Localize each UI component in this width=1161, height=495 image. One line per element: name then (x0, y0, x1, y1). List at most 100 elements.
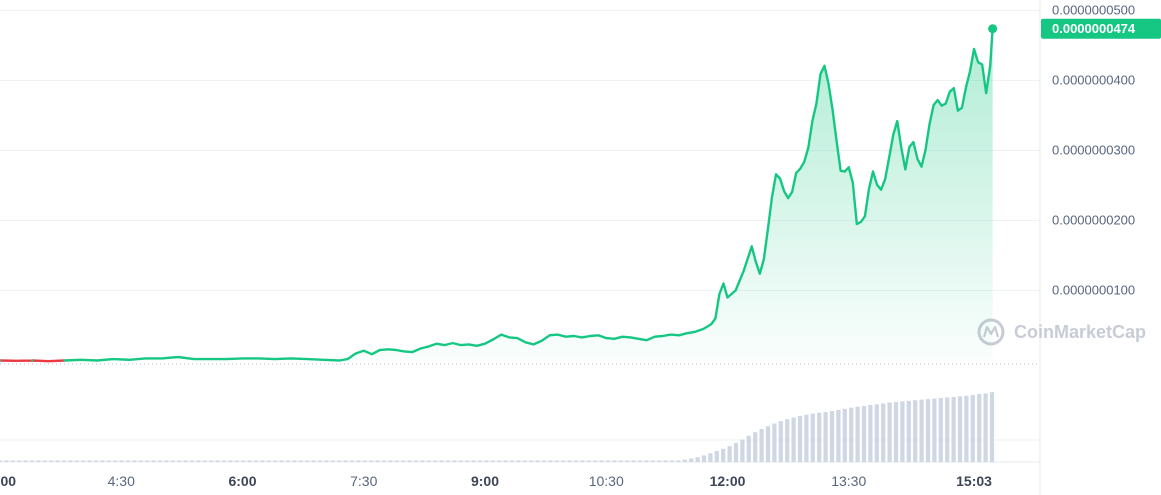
volume-bar (61, 460, 67, 462)
volume-bar (721, 448, 726, 462)
price-line-above-baseline (0, 27, 994, 362)
volume-bar (23, 460, 28, 462)
volume-bar (138, 460, 143, 462)
volume-bar (324, 460, 329, 462)
x-tick-label-8: 15:03 (956, 473, 992, 489)
volume-bar (951, 396, 956, 462)
coinmarketcap-watermark: CoinMarketCap (977, 318, 1146, 346)
volume-bar (893, 401, 899, 462)
volume-bar (810, 413, 815, 462)
volume-bar (983, 393, 988, 462)
volume-bar (74, 460, 79, 462)
volume-bar (439, 460, 444, 462)
volume-bar (855, 406, 860, 462)
volume-bar (407, 460, 412, 462)
volume-bar (298, 460, 303, 462)
volume-bar (247, 460, 252, 462)
volume-bar (586, 460, 591, 462)
volume-bar (497, 460, 502, 462)
volume-bar (452, 460, 457, 462)
volume-bar (637, 460, 643, 462)
volume-bar (305, 460, 310, 462)
volume-bar (330, 460, 335, 462)
volume-bar (4, 460, 9, 462)
volume-bar (273, 460, 278, 462)
volume-bar (791, 417, 796, 462)
volume-bar (797, 415, 803, 462)
volume-bar (759, 429, 764, 462)
volume-bar (221, 460, 227, 462)
volume-bar (938, 398, 943, 462)
volume-bar (132, 460, 137, 462)
volume-bar (913, 400, 918, 462)
volume-bar (605, 460, 611, 462)
volume-bar (285, 460, 291, 462)
volume-bar (465, 460, 470, 462)
volume-bars (0, 392, 995, 462)
volume-bar (87, 460, 92, 462)
volume-bar (580, 460, 585, 462)
volume-bar (458, 460, 463, 462)
volume-bar (490, 460, 495, 462)
x-tick-label-4: 9:00 (471, 473, 499, 489)
volume-bar (42, 460, 47, 462)
volume-bar (362, 460, 367, 462)
volume-bar (593, 460, 598, 462)
volume-bar (196, 460, 201, 462)
volume-bar (170, 460, 175, 462)
volume-bar (279, 460, 284, 462)
volume-bar (887, 402, 892, 462)
x-tick-label-7: 13:30 (831, 473, 866, 489)
volume-bar (778, 421, 783, 462)
volume-bar (733, 442, 739, 462)
volume-bar (413, 460, 419, 462)
volume-bar (663, 460, 668, 462)
x-tick-label-6: 12:00 (710, 473, 746, 489)
volume-bar (356, 460, 361, 462)
volume-bar (753, 432, 758, 462)
volume-bar (727, 446, 732, 462)
volume-bar (209, 460, 214, 462)
volume-bar (100, 460, 105, 462)
volume-bar (260, 460, 265, 462)
current-price-badge: 0.0000000474 (1041, 18, 1161, 39)
volume-bar (906, 400, 911, 462)
volume-bar (433, 460, 438, 462)
y-tick-label-4: 0.0000000100 (1052, 283, 1135, 298)
volume-bar (669, 460, 675, 462)
volume-bar (10, 460, 15, 462)
volume-bar (215, 460, 220, 462)
volume-bar (29, 460, 35, 462)
volume-bar (49, 460, 54, 462)
volume-bar (823, 412, 828, 462)
volume-bar (522, 460, 527, 462)
volume-bar (471, 460, 476, 462)
volume-bar (106, 460, 111, 462)
volume-bar (567, 460, 572, 462)
volume-bar (945, 397, 950, 462)
volume-bar (36, 460, 41, 462)
volume-bar (765, 426, 771, 462)
volume-bar (228, 460, 233, 462)
volume-bar (343, 460, 348, 462)
volume-bar (836, 409, 841, 462)
volume-bar (900, 401, 905, 462)
volume-bar (516, 460, 521, 462)
volume-bar (650, 460, 655, 462)
volume-bar (849, 407, 854, 462)
volume-bar (253, 460, 259, 462)
volume-bar (311, 460, 316, 462)
y-tick-label-2: 0.0000000300 (1052, 143, 1135, 158)
volume-bar (394, 460, 399, 462)
volume-bar (631, 460, 636, 462)
current-price-label: 0.0000000474 (1052, 21, 1136, 36)
watermark-text: CoinMarketCap (1014, 322, 1146, 342)
x-tick-label-2: 6:00 (228, 473, 256, 489)
volume-bar (119, 460, 124, 462)
x-tick-label-3: 7:30 (350, 473, 377, 489)
volume-bar (68, 460, 73, 462)
price-area-fill (0, 28, 993, 361)
volume-bar (708, 453, 713, 462)
volume-bar (548, 460, 553, 462)
